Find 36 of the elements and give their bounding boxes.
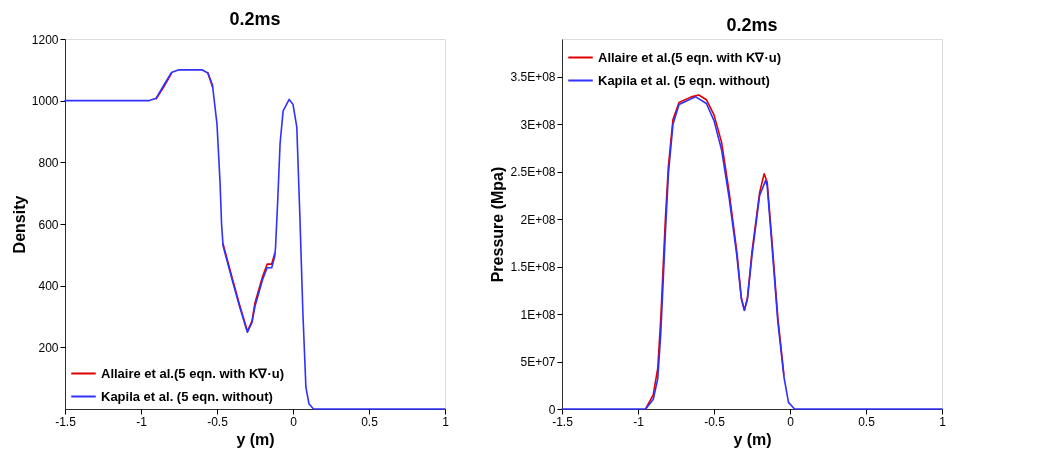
y-tick-label: 2E+08	[520, 212, 556, 227]
x-tick-label: 1	[442, 414, 450, 429]
x-tick-label: -0.5	[207, 414, 229, 429]
x-tick-label: 0	[290, 414, 298, 429]
x-tick-label: 1	[939, 414, 947, 429]
y-tick-label: 1000	[31, 94, 59, 109]
x-tick-label: 0	[787, 414, 795, 429]
y-tick-label: 0	[548, 402, 556, 417]
x-tick-label: -1	[633, 414, 645, 429]
y-tick-label: 1E+08	[520, 307, 556, 322]
x-tick-label: -1.5	[552, 414, 574, 429]
y-tick-label: 2.5E+08	[510, 165, 556, 180]
x-tick-label: 0.5	[858, 414, 876, 429]
x-tick-label: -1.5	[55, 414, 77, 429]
legend-label: Allaire et al.(5 eqn. with K∇·u)	[598, 49, 782, 65]
y-axis-title: Pressure (Mpa)	[489, 166, 507, 283]
y-tick-label: 1200	[31, 32, 59, 47]
y-tick-label: 600	[38, 217, 59, 232]
y-tick-label: 200	[38, 340, 59, 355]
x-tick-label: 0.5	[361, 414, 379, 429]
chart-title: 0.2ms	[229, 9, 281, 29]
y-tick-label: 3E+08	[520, 117, 556, 132]
y-tick-label: 5E+07	[520, 355, 556, 370]
y-tick-label: 400	[38, 279, 59, 294]
y-tick-label: 3.5E+08	[510, 70, 556, 85]
legend-label: Kapila et al. (5 eqn. without)	[598, 72, 770, 88]
y-axis-title: Density	[10, 195, 28, 254]
y-tick-label: 1.5E+08	[510, 260, 556, 275]
x-axis-title: y (m)	[236, 430, 275, 448]
legend-label: Kapila et al. (5 eqn. without)	[101, 388, 273, 404]
x-axis-title: y (m)	[733, 430, 772, 448]
y-tick-label: 800	[38, 155, 59, 170]
legend-label: Allaire et al.(5 eqn. with K∇·u)	[101, 365, 285, 381]
x-tick-label: -0.5	[704, 414, 726, 429]
x-tick-label: -1	[136, 414, 148, 429]
chart-title: 0.2ms	[726, 15, 778, 35]
